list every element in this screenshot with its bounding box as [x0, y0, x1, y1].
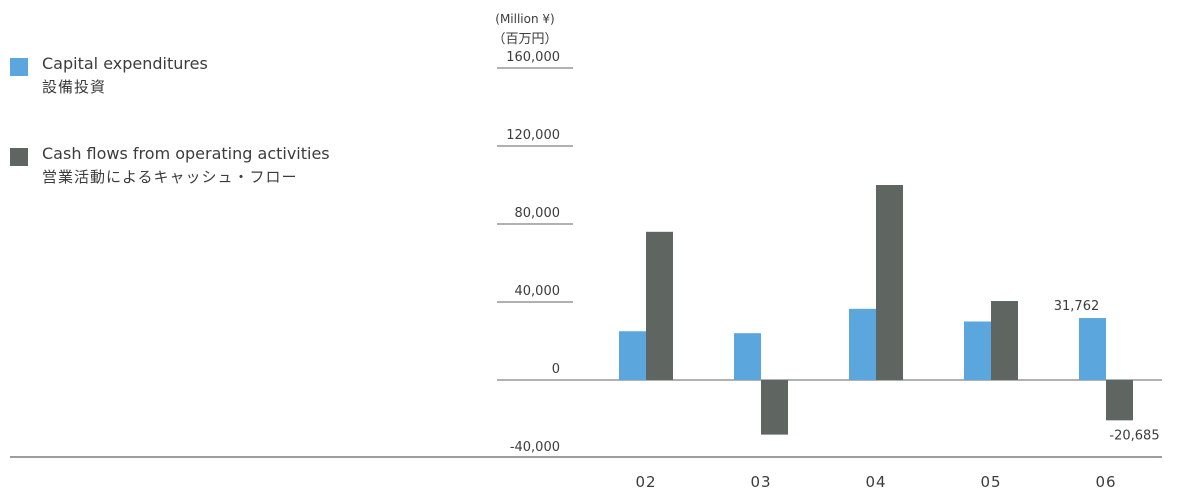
y-tick-label: 160,000: [506, 50, 560, 65]
bar-cashflow-04: [876, 185, 903, 380]
x-tick-label: 05: [980, 473, 1001, 489]
bar-capex-04: [849, 309, 876, 380]
bar-cashflow-02: [646, 232, 673, 380]
y-tick-label: -40,000: [510, 440, 560, 455]
bar-cashflow-06: [1106, 380, 1133, 420]
bar-cashflow-03: [761, 380, 788, 435]
x-tick-label: 02: [635, 473, 656, 489]
y-tick-label: 120,000: [506, 128, 560, 143]
y-tick-label: 80,000: [515, 206, 561, 221]
x-tick-label: 03: [750, 473, 771, 489]
bar-capex-03: [734, 333, 761, 380]
y-tick-label: 0: [552, 362, 560, 377]
data-label: 31,762: [1054, 299, 1100, 314]
x-tick-label: 04: [865, 473, 886, 489]
x-tick-label: 06: [1095, 473, 1116, 489]
data-label: -20,685: [1109, 428, 1159, 443]
bar-cashflow-05: [991, 301, 1018, 380]
bar-capex-02: [619, 331, 646, 380]
y-tick-label: 40,000: [515, 284, 561, 299]
bar-capex-06: [1079, 318, 1106, 380]
bar-capex-05: [964, 322, 991, 381]
